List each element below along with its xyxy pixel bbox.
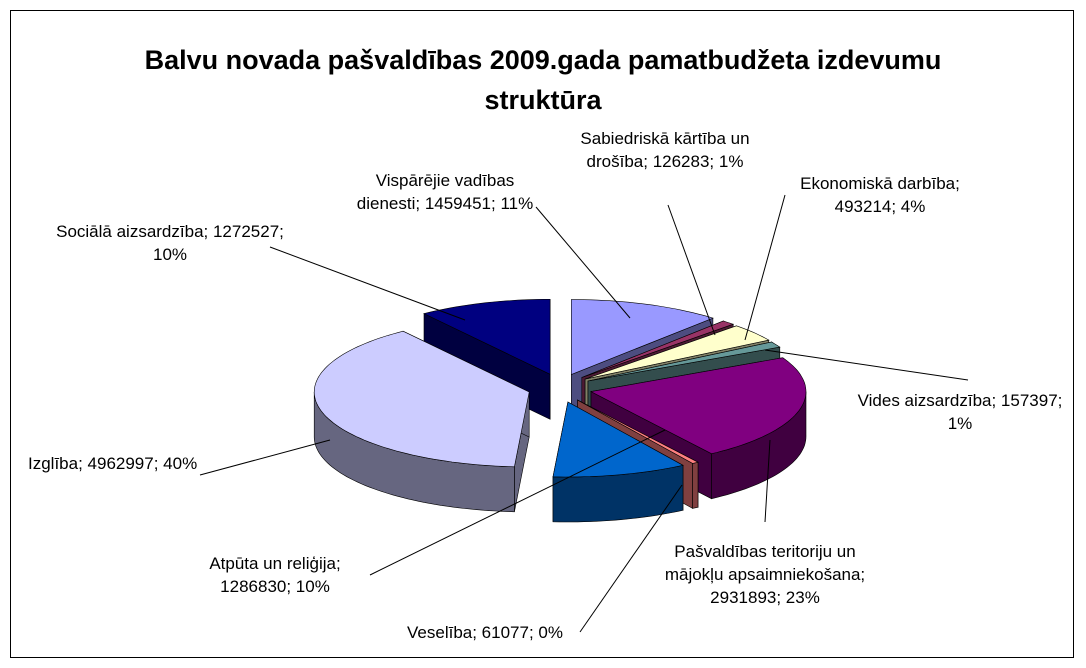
leader-line: [764, 349, 969, 381]
data-label: Sabiedriskā kārtība un drošība; 126283; …: [580, 129, 750, 171]
data-label: Sociālā aizsardzība; 1272527; 10%: [56, 222, 284, 264]
slice-side: [692, 461, 699, 509]
chart-title: Balvu novada pašvaldības 2009.gada pamat…: [144, 45, 942, 115]
slice-top: [587, 341, 781, 382]
slice-top: [552, 401, 684, 478]
slice-top: [313, 330, 530, 468]
leader-line: [667, 204, 716, 336]
slice-top: [581, 320, 735, 378]
slice-top: [571, 299, 714, 375]
pie-slice: [313, 330, 530, 513]
data-label: Ekonomiskā darbība; 493214; 4%: [800, 174, 960, 216]
leader-line: [579, 484, 683, 633]
leader-line: [269, 246, 466, 321]
leader-line: [369, 429, 666, 576]
leader-line: [535, 206, 631, 319]
data-label: Pašvaldības teritoriju un mājokļu apsaim…: [664, 542, 866, 607]
slice-top: [590, 357, 807, 455]
leader-line: [199, 439, 331, 476]
data-label: Izglība; 4962997; 40%: [28, 454, 198, 473]
data-label: Veselība; 61077; 0%: [407, 623, 563, 642]
data-label: Vispārējie vadības dienesti; 1459451; 11…: [356, 171, 534, 213]
slice-top: [585, 325, 770, 380]
data-label: Vides aizsardzība; 157397; 1%: [857, 391, 1063, 433]
slice-top: [577, 399, 699, 464]
data-label: Atpūta un reliģija; 1286830; 10%: [209, 554, 341, 596]
leader-line: [744, 194, 786, 341]
pie-slice: [552, 401, 684, 523]
leader-line: [764, 439, 771, 523]
chart-frame: [10, 10, 1074, 658]
